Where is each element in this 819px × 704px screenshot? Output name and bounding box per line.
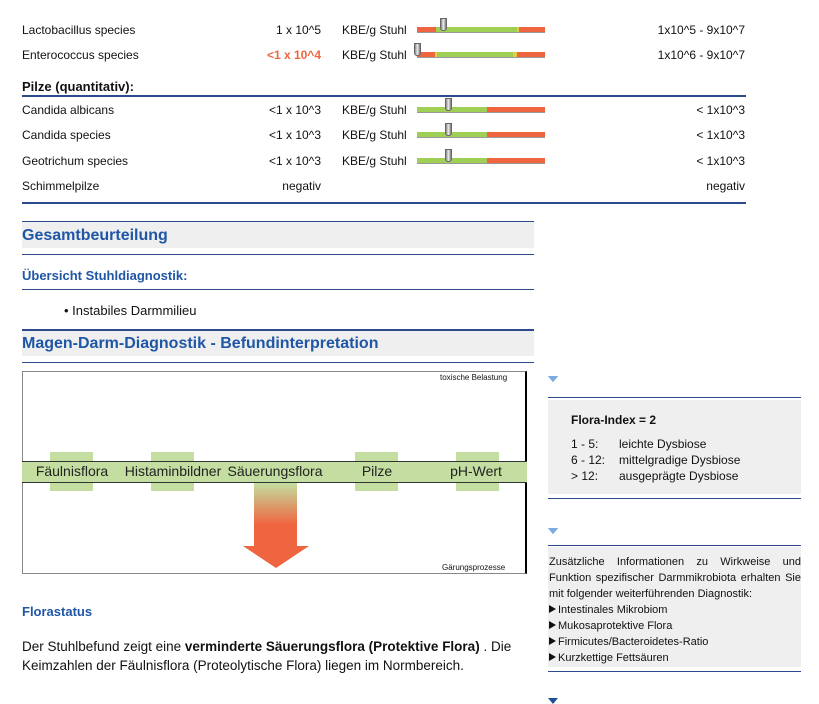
range-gauge	[417, 123, 545, 139]
pilze-heading: Pilze (quantitativ):	[22, 79, 134, 94]
range-gauge	[417, 18, 545, 33]
gauge-marker-icon	[414, 43, 421, 56]
diagnostic-link[interactable]: Intestinales Mikrobiom	[549, 604, 667, 616]
reference-range: < 1x10^3	[696, 103, 745, 117]
divider	[22, 202, 746, 204]
diagram-top-label: toxische Belastung	[440, 373, 508, 382]
arrow-down-icon	[254, 483, 297, 547]
analyte-name: Schimmelpilze	[22, 178, 100, 193]
analyte-name: Geotrichum species	[22, 153, 129, 168]
gauge-marker-icon	[439, 18, 447, 31]
gauge-marker-icon	[444, 123, 452, 137]
analyte-name: Lactobacillus species	[22, 23, 136, 37]
diagnostic-link[interactable]: Kurzkettige Fettsäuren	[549, 652, 669, 664]
flora-index-label: ausgeprägte Dysbiose	[619, 469, 739, 483]
info-text: mit folgender weiterführenden Diagnostik…	[549, 588, 753, 600]
diagnostic-link[interactable]: Firmicutes/Bacteroidetes-Ratio	[549, 636, 708, 648]
gauge-segment	[417, 52, 435, 57]
info-text: Funktion spezifischer Darmmikrobiota erh…	[549, 572, 801, 584]
reference-range: negativ	[706, 178, 745, 193]
flora-index-label: leichte Dysbiose	[619, 437, 707, 451]
range-gauge	[417, 98, 545, 113]
info-text: Zusätzliche Informationen zu Wirkweise u…	[549, 556, 801, 568]
flora-index-box	[548, 400, 801, 494]
florastatus-title: Florastatus	[22, 604, 93, 619]
section-title-gesamtbeurteilung: Gesamtbeurteilung	[22, 227, 168, 244]
range-gauge	[414, 43, 545, 58]
unit: KBE/g Stuhl	[342, 128, 407, 143]
unit: KBE/g Stuhl	[342, 48, 407, 62]
gauge-segment	[417, 27, 437, 32]
gauge-marker-icon	[444, 148, 452, 162]
diagram-item: Histaminbildner	[124, 463, 222, 479]
diagnostic-link[interactable]: Mukosaprotektive Flora	[549, 620, 672, 632]
flora-index-title: Flora-Index = 2	[571, 413, 657, 427]
flora-index-label: mittelgradige Dysbiose	[619, 453, 741, 467]
analyte-value: <1 x 10^3	[268, 128, 321, 143]
reference-range: 1x10^5 - 9x10^7	[657, 23, 745, 37]
analyte-value: <1 x 10^3	[268, 103, 321, 117]
analyte-name: Candida albicans	[22, 103, 115, 117]
divider	[22, 95, 746, 97]
gauge-segment	[417, 107, 488, 112]
analyte-value: <1 x 10^3	[268, 153, 321, 168]
gauge-segment	[487, 107, 545, 112]
gauge-segment	[516, 27, 520, 32]
unit: KBE/g Stuhl	[342, 23, 407, 37]
diagram-bottom-label: Gärungsprozesse	[442, 563, 506, 572]
diagram-item: Säuerungsflora	[227, 463, 323, 479]
gauge-segment	[516, 52, 545, 57]
analyte-value: negativ	[282, 178, 321, 193]
analyte-value: <1 x 10^4	[266, 48, 321, 62]
unit: KBE/g Stuhl	[342, 103, 407, 117]
diagram-item: Fäulnisflora	[35, 463, 109, 479]
gauge-marker-icon	[444, 98, 452, 111]
analyte-value: 1 x 10^5	[276, 23, 321, 37]
subsection-title: Übersicht Stuhldiagnostik:	[22, 268, 188, 283]
gauge-segment	[437, 52, 513, 57]
diagram-item: pH-Wert	[450, 463, 502, 479]
florastatus-text-2: Keimzahlen der Fäulnisflora (Proteolytis…	[22, 658, 464, 673]
gauge-segment	[417, 157, 488, 163]
gauge-segment	[487, 132, 545, 138]
reference-range: 1x10^6 - 9x10^7	[657, 48, 745, 62]
gauge-segment	[436, 27, 517, 32]
gauge-segment	[519, 27, 545, 32]
unit: KBE/g Stuhl	[342, 153, 407, 168]
reference-range: < 1x10^3	[696, 153, 745, 168]
flora-index-range: > 12:	[571, 469, 599, 483]
gauge-segment	[513, 52, 517, 57]
flora-index-range: 6 - 12:	[571, 453, 606, 467]
diagram-item: Pilze	[361, 463, 393, 479]
flora-band	[22, 461, 527, 483]
gauge-segment	[417, 132, 488, 138]
gauge-segment	[487, 157, 545, 163]
florastatus-text: Der Stuhlbefund zeigt eine verminderte S…	[22, 639, 512, 654]
gauge-segment	[434, 52, 438, 57]
reference-range: < 1x10^3	[696, 128, 745, 143]
section-title-befundinterpretation: Magen-Darm-Diagnostik - Befundinterpreta…	[22, 335, 379, 352]
bullet-item: • Instabiles Darmmilieu	[64, 303, 197, 318]
flora-index-range: 1 - 5:	[571, 437, 599, 451]
analyte-name: Candida species	[22, 128, 111, 143]
range-gauge	[417, 148, 545, 164]
analyte-name: Enterococcus species	[22, 48, 139, 62]
